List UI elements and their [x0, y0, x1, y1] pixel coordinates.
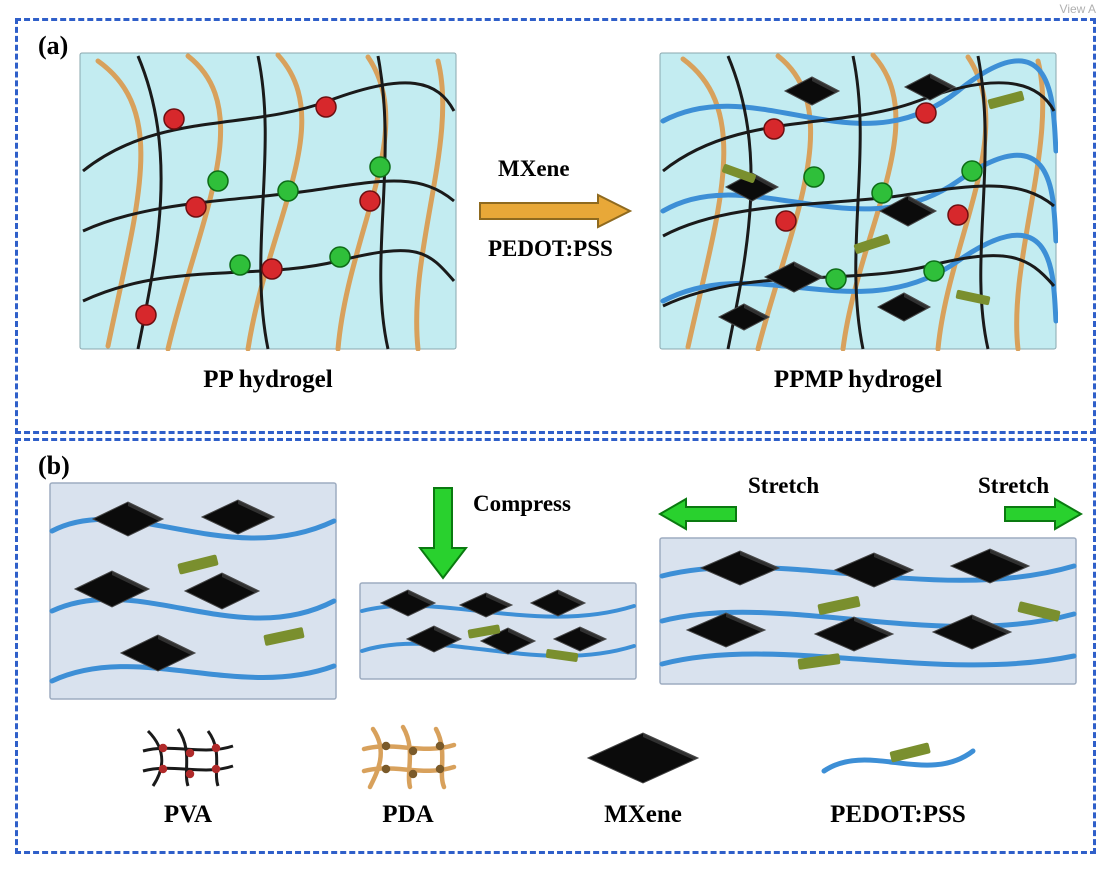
legend-pva-icon: [138, 721, 238, 791]
legend-pedot-icon: [818, 731, 978, 791]
panel-b-mid-gel: [358, 581, 638, 681]
stretch-arrow-left-icon: [658, 496, 738, 532]
compress-label: Compress: [473, 491, 571, 517]
watermark-line1: View A: [1060, 2, 1096, 16]
panel-b-label: (b): [38, 451, 70, 481]
panel-a: (a) PP hydrogel MXene PEDOT:PSS: [15, 18, 1096, 434]
legend-pda-label: PDA: [308, 801, 508, 829]
legend-mxene-icon: [578, 726, 708, 791]
stretch-arrow-right-icon: [1003, 496, 1083, 532]
panel-b: (b) Compress Stretch Stretch: [15, 438, 1096, 854]
stretch-label-left: Stretch: [748, 473, 819, 499]
panel-a-label: (a): [38, 31, 68, 61]
arrow-text-pedot: PEDOT:PSS: [488, 236, 613, 262]
panel-b-left-gel: [48, 481, 338, 701]
pp-hydrogel-diagram: [78, 51, 458, 351]
pp-hydrogel-caption: PP hydrogel: [168, 366, 368, 394]
ppmp-hydrogel-diagram: [658, 51, 1058, 351]
transform-arrow-icon: [478, 191, 633, 231]
ppmp-hydrogel-caption: PPMP hydrogel: [758, 366, 958, 394]
arrow-text-mxene: MXene: [498, 156, 570, 182]
legend-pda-icon: [358, 721, 458, 791]
legend-pva-label: PVA: [88, 801, 288, 829]
legend-mxene-label: MXene: [543, 801, 743, 829]
compress-arrow-icon: [418, 486, 468, 581]
legend-pedot-label: PEDOT:PSS: [798, 801, 998, 829]
panel-b-right-gel: [658, 536, 1078, 686]
